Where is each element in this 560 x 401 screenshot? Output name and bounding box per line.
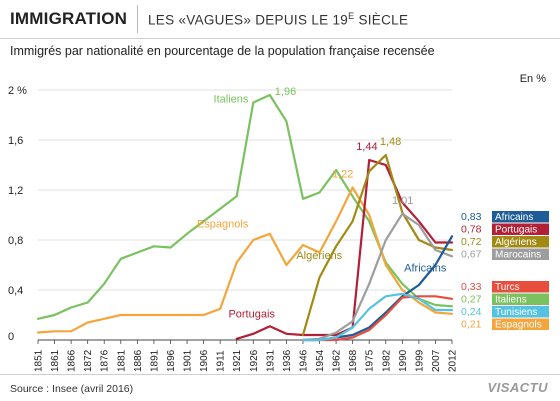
y-tick-label: 2 % bbox=[8, 85, 27, 97]
legend-label: Turcs bbox=[495, 282, 520, 293]
legend-value: 0,21 bbox=[461, 319, 482, 331]
x-tick-label: 2012 bbox=[448, 349, 459, 372]
series-line-tunisiens bbox=[301, 292, 454, 342]
x-tick-label: 1954 bbox=[315, 349, 326, 372]
annotation-label: Algériens bbox=[296, 250, 342, 262]
legend-label: Portugais bbox=[495, 225, 537, 236]
legend-label: Espagnols bbox=[495, 320, 542, 331]
y-tick-label: 0 bbox=[8, 331, 14, 343]
x-tick-label: 1962 bbox=[332, 349, 343, 372]
annotation-label: 1,48 bbox=[380, 136, 401, 148]
x-tick-label: 1896 bbox=[166, 349, 177, 372]
page-title: IMMIGRATION bbox=[10, 9, 128, 28]
legend-swatch bbox=[492, 211, 549, 223]
legend-swatch bbox=[492, 293, 549, 305]
x-tick-label: 1968 bbox=[348, 349, 359, 372]
legend-swatch bbox=[492, 248, 549, 260]
legend-swatch bbox=[492, 281, 549, 293]
series-line-turcs bbox=[301, 295, 454, 342]
legend-value: 0,78 bbox=[461, 224, 482, 236]
subtitle-text-end: SIÈCLE bbox=[354, 12, 409, 28]
legend-value: 0,24 bbox=[461, 306, 482, 318]
x-tick-label: 1886 bbox=[133, 349, 144, 372]
chart-title: Immigrés par nationalité en pourcentage … bbox=[10, 44, 435, 58]
x-tick-label: 1881 bbox=[116, 349, 127, 372]
series-line-marocains bbox=[301, 212, 454, 342]
x-tick-label: 1975 bbox=[365, 349, 376, 372]
unit-label: En % bbox=[519, 73, 546, 85]
legend-label: Africains bbox=[495, 212, 533, 223]
x-tick-label: 1931 bbox=[265, 349, 276, 372]
y-tick-label: 1,2 bbox=[8, 185, 23, 197]
series-line-algériens bbox=[301, 153, 454, 337]
x-tick-label: 1876 bbox=[100, 349, 111, 372]
x-tick-label: 1872 bbox=[83, 349, 94, 372]
annotation-label: Italiens bbox=[214, 94, 249, 106]
legend-value: 0,67 bbox=[461, 249, 482, 261]
x-tick-label: 1861 bbox=[50, 349, 61, 372]
annotation-label: Africains bbox=[404, 262, 447, 274]
x-tick-label: 1906 bbox=[199, 349, 210, 372]
header: IMMIGRATION LES «VAGUES» DEPUIS LE 19E S… bbox=[0, 0, 560, 39]
legend-swatch bbox=[492, 223, 549, 235]
x-tick-label: 1911 bbox=[216, 350, 227, 372]
legend-value: 0,83 bbox=[461, 211, 482, 223]
x-tick-label: 1982 bbox=[381, 349, 392, 372]
x-tick-label: 1866 bbox=[67, 349, 78, 372]
series-line-italiens bbox=[36, 93, 454, 320]
annotation-label: 1,44 bbox=[356, 141, 377, 153]
page-subtitle: LES «VAGUES» DEPUIS LE 19E SIÈCLE bbox=[148, 11, 408, 28]
legend-label: Tunisiens bbox=[495, 307, 537, 318]
annotation-label: Espagnols bbox=[197, 219, 249, 231]
annotation-label: Portugais bbox=[228, 309, 275, 321]
x-tick-label: 1999 bbox=[414, 349, 425, 372]
subtitle-superscript: E bbox=[348, 11, 355, 21]
legend-swatch bbox=[492, 306, 549, 318]
x-tick-label: 2007 bbox=[431, 349, 442, 372]
footer: Source : Insee (avril 2016) VISACTU bbox=[0, 374, 560, 401]
title-divider bbox=[137, 5, 138, 33]
series-line-espagnols bbox=[36, 186, 454, 334]
x-tick-label: 1936 bbox=[282, 349, 293, 372]
source-note: Source : Insee (avril 2016) bbox=[10, 383, 134, 395]
annotation-label: 1,01 bbox=[392, 195, 413, 207]
x-tick-label: 1921 bbox=[232, 349, 243, 372]
legend-label: Italiens bbox=[495, 295, 527, 306]
x-tick-label: 1946 bbox=[298, 349, 309, 372]
legend-swatch bbox=[492, 318, 549, 330]
y-tick-label: 1,6 bbox=[8, 135, 23, 147]
legend-value: 0,33 bbox=[461, 281, 482, 293]
x-tick-label: 1990 bbox=[398, 349, 409, 372]
annotation-label: 1,22 bbox=[332, 169, 353, 181]
x-tick-label: 1926 bbox=[249, 349, 260, 372]
x-tick-label: 1851 bbox=[34, 349, 45, 372]
legend-label: Marocains bbox=[495, 250, 541, 261]
annotation-label: 1,96 bbox=[275, 86, 296, 98]
x-tick-label: 1901 bbox=[183, 349, 194, 372]
y-tick-label: 0,8 bbox=[8, 235, 23, 247]
x-tick-label: 1891 bbox=[149, 349, 160, 372]
legend-label: Algériens bbox=[495, 237, 537, 248]
subtitle-text: LES «VAGUES» DEPUIS LE 19 bbox=[148, 12, 349, 28]
legend-value: 0,72 bbox=[461, 236, 482, 248]
legend-swatch bbox=[492, 236, 549, 248]
visactu-logo: VISACTU bbox=[487, 380, 548, 395]
legend-value: 0,27 bbox=[461, 294, 482, 306]
y-tick-label: 0,4 bbox=[8, 285, 23, 297]
